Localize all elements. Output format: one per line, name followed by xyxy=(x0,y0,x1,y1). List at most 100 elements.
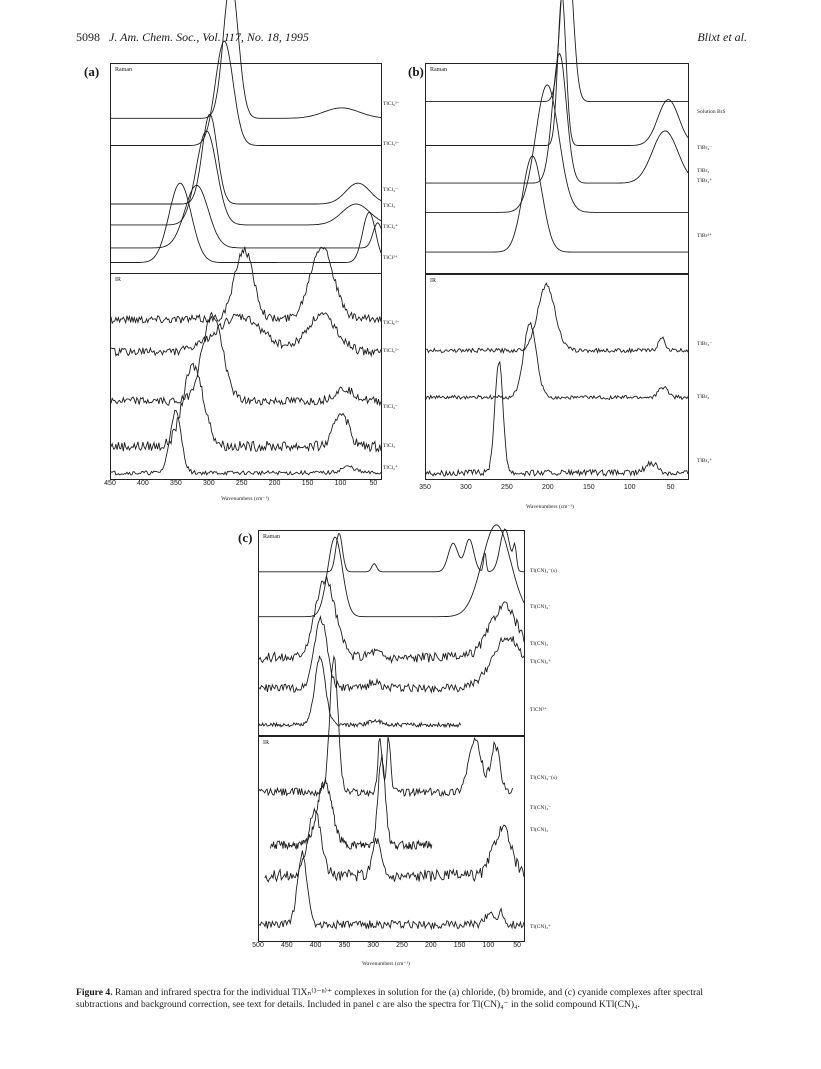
panel-c-letter: (c) xyxy=(238,530,253,545)
b-tick-label: 250 xyxy=(501,484,513,491)
c-ir-trace-3 xyxy=(264,807,525,883)
b-raman-label: Solution BrS xyxy=(697,109,726,115)
c-tick-label: 350 xyxy=(338,942,351,949)
b-raman-label: TlBr²⁺ xyxy=(697,233,712,239)
c-raman-label: Tl(CN)₂⁺ xyxy=(530,659,552,665)
a-raman-label: TlCl₆³⁻ xyxy=(383,101,400,107)
panel-b-raman-box: Raman xyxy=(425,0,689,274)
panel-c-xlabel: Wavenumbers (cm⁻¹) xyxy=(362,961,410,967)
c-ir-trace-2 xyxy=(270,754,433,851)
panel-b-letter: (b) xyxy=(408,64,424,79)
b-tick-label: 150 xyxy=(582,484,595,491)
b-raman-label: TlBr₄⁻ xyxy=(697,145,713,151)
c-tick-label: 100 xyxy=(482,942,495,949)
a-ir-label: TlCl₅²⁻ xyxy=(383,348,400,354)
c-tick-label: 500 xyxy=(252,942,264,949)
panel-b-raman-tag: Raman xyxy=(430,67,447,73)
panel-a-raman-box: Raman xyxy=(110,0,382,274)
a-tick-label: 50 xyxy=(369,480,378,487)
b-tick-label: 350 xyxy=(419,484,431,491)
a-ir-label: TlCl₃ xyxy=(383,443,396,449)
b-raman-trace-3 xyxy=(426,52,689,184)
figure-caption-text: Raman and infrared spectra for the indiv… xyxy=(76,987,704,1010)
a-tick-label: 300 xyxy=(202,480,215,487)
figure-caption: Figure 4. Raman and infrared spectra for… xyxy=(76,987,746,1011)
panel-b-ir-box: IR xyxy=(425,274,689,480)
panel-b-raman-spectra xyxy=(426,0,689,253)
a-ir-trace-3 xyxy=(110,311,382,407)
b-raman-trace-1 xyxy=(426,0,688,103)
panel-c-raman-tag: Raman xyxy=(263,534,280,540)
b-ir-trace-1 xyxy=(425,282,689,354)
b-ir-label: TlBr₃ xyxy=(697,394,710,400)
c-tick-label: 150 xyxy=(453,942,466,949)
a-raman-trace-4 xyxy=(111,130,382,226)
panel-b-ir-tag: IR xyxy=(430,278,436,284)
a-raman-label: TlCl₅²⁻ xyxy=(383,141,400,147)
c-raman-trace-3 xyxy=(258,575,525,664)
running-header-left: 5098 J. Am. Chem. Soc., Vol. 117, No. 18… xyxy=(76,30,309,45)
a-tick-label: 150 xyxy=(301,480,314,487)
c-ir-trace-1 xyxy=(258,654,513,798)
b-tick-label: 50 xyxy=(666,484,675,491)
c-raman-label: Tl(CN)₃ xyxy=(530,641,549,647)
b-raman-label: TlBr₂⁺ xyxy=(697,178,713,184)
b-tick-label: 100 xyxy=(623,484,636,491)
panel-a-raman-tag: Raman xyxy=(115,67,132,73)
a-raman-trace-2 xyxy=(111,40,381,146)
panel-a-ir-tag: IR xyxy=(115,277,121,283)
a-tick-label: 200 xyxy=(268,480,281,487)
a-tick-label: 250 xyxy=(235,480,248,487)
a-raman-trace-6 xyxy=(111,182,382,264)
b-ir-trace-3 xyxy=(425,360,689,477)
a-raman-trace-3 xyxy=(111,113,382,205)
c-raman-trace-1 xyxy=(259,528,525,573)
a-ir-trace-1 xyxy=(110,246,382,325)
panel-c-ir-box: IR xyxy=(258,654,525,942)
b-raman-trace-5 xyxy=(426,155,688,253)
c-tick-label: 400 xyxy=(309,942,322,949)
panel-c-ir-tag: IR xyxy=(263,740,269,746)
b-tick-label: 200 xyxy=(541,484,554,491)
c-raman-trace-2 xyxy=(259,524,525,618)
a-ir-trace-4 xyxy=(110,362,382,453)
b-raman-trace-2 xyxy=(426,0,689,146)
c-raman-label: Tl(CN)₄⁻(s) xyxy=(530,568,557,574)
b-tick-label: 300 xyxy=(460,484,472,491)
a-raman-label: TlCl²⁺ xyxy=(383,255,398,261)
panel-c-raman-box: Raman xyxy=(258,524,525,736)
b-ir-trace-2 xyxy=(425,321,689,401)
panel-a-raman-spectra xyxy=(111,0,382,264)
panel-b-xlabel: Wavenumbers (cm⁻¹) xyxy=(526,504,574,510)
a-tick-label: 350 xyxy=(170,480,182,487)
c-raman-trace-5 xyxy=(258,655,462,729)
a-ir-label: TlCl₂⁺ xyxy=(383,465,398,471)
journal-citation: J. Am. Chem. Soc., Vol. 117, No. 18, 199… xyxy=(109,30,309,44)
b-ir-label: TlBr₄⁻ xyxy=(697,341,713,347)
c-ir-trace-4 xyxy=(258,850,525,931)
a-raman-trace-1 xyxy=(111,0,382,119)
running-header-authors: Blixt et al. xyxy=(697,30,747,44)
c-raman-label: TlCN²⁺ xyxy=(530,707,548,713)
panel-c-ir-spectra xyxy=(258,654,525,931)
b-ir-label: TlBr₂⁺ xyxy=(697,458,713,464)
a-ir-label: TlCl₄⁻ xyxy=(383,404,398,410)
page-number: 5098 xyxy=(76,30,100,44)
a-tick-label: 400 xyxy=(137,480,149,487)
panel-a-ir-spectra xyxy=(110,246,382,477)
b-raman-trace-4 xyxy=(426,84,688,213)
c-tick-label: 50 xyxy=(513,942,522,949)
a-ir-trace-2 xyxy=(110,311,382,358)
c-tick-label: 250 xyxy=(396,942,408,949)
c-ir-label: Tl(CN)₄⁻(s) xyxy=(530,775,557,781)
c-tick-label: 450 xyxy=(280,942,293,949)
a-raman-label: TlCl₄⁻ xyxy=(383,187,398,193)
a-tick-label: 450 xyxy=(104,480,116,487)
c-tick-label: 300 xyxy=(367,942,380,949)
a-ir-trace-5 xyxy=(110,409,382,477)
panel-c-raman-spectra xyxy=(258,524,525,729)
panel-a-ir-box: IR xyxy=(110,246,382,480)
figure-caption-label: Figure 4. xyxy=(76,987,113,998)
a-raman-label: TlCl₃ xyxy=(383,203,396,209)
panel-b-ir-spectra xyxy=(425,282,689,477)
